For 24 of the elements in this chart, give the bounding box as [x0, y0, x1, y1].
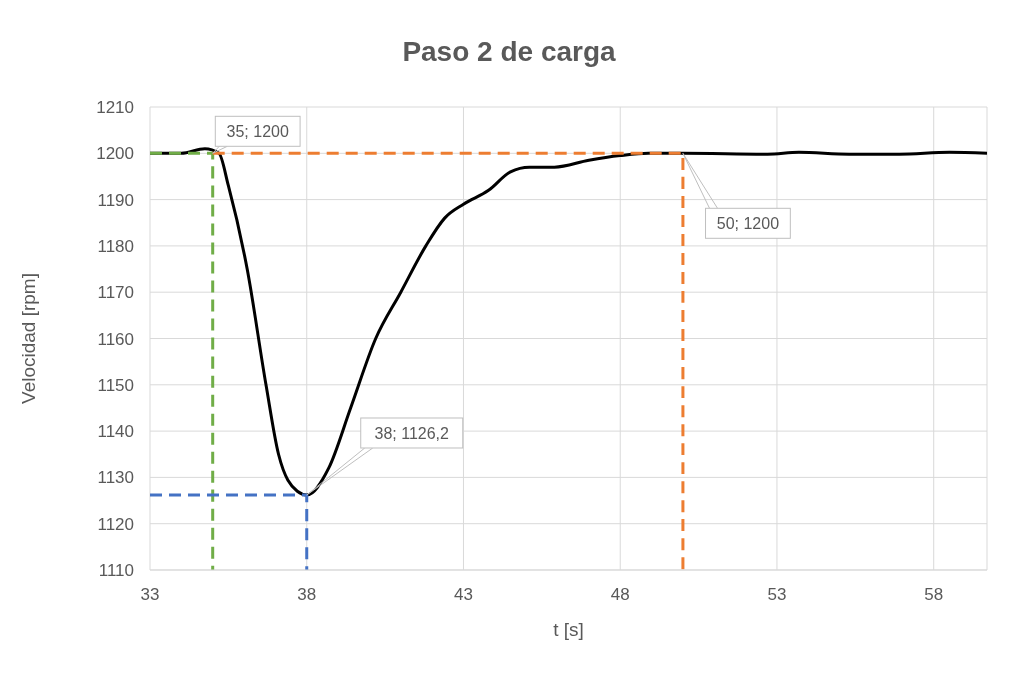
- annotation: 38; 1126,2: [374, 424, 450, 442]
- y-tick-label: 1150: [97, 375, 134, 395]
- y-tick-label: 1160: [97, 329, 134, 349]
- y-tick-label: 1170: [97, 283, 134, 303]
- x-tick-label: 38: [297, 585, 317, 605]
- y-tick-label: 1200: [96, 144, 134, 164]
- x-tick-label: 58: [924, 585, 944, 605]
- y-tick-label: 1210: [96, 98, 134, 118]
- y-tick-label: 1130: [97, 468, 134, 488]
- x-tick-label: 43: [454, 585, 473, 605]
- callout: 35; 1200: [212, 115, 301, 154]
- x-tick-label: 48: [610, 585, 630, 605]
- y-tick-label: 1120: [97, 514, 134, 534]
- annotation: 50; 1200: [716, 215, 780, 233]
- x-axis-title: t [s]: [553, 619, 584, 640]
- annotation: 35; 1200: [226, 123, 289, 141]
- x-tick-label: 53: [767, 585, 787, 605]
- y-axis-title: Velocidad [rpm]: [17, 273, 39, 404]
- y-tick-label: 1180: [97, 236, 134, 256]
- y-tick-label: 1140: [97, 422, 134, 442]
- chart-title: Paso 2 de carga: [401, 36, 617, 68]
- y-tick-label: 1190: [97, 190, 134, 210]
- x-tick-label: 33: [140, 585, 160, 605]
- y-tick-label: 1110: [98, 561, 134, 581]
